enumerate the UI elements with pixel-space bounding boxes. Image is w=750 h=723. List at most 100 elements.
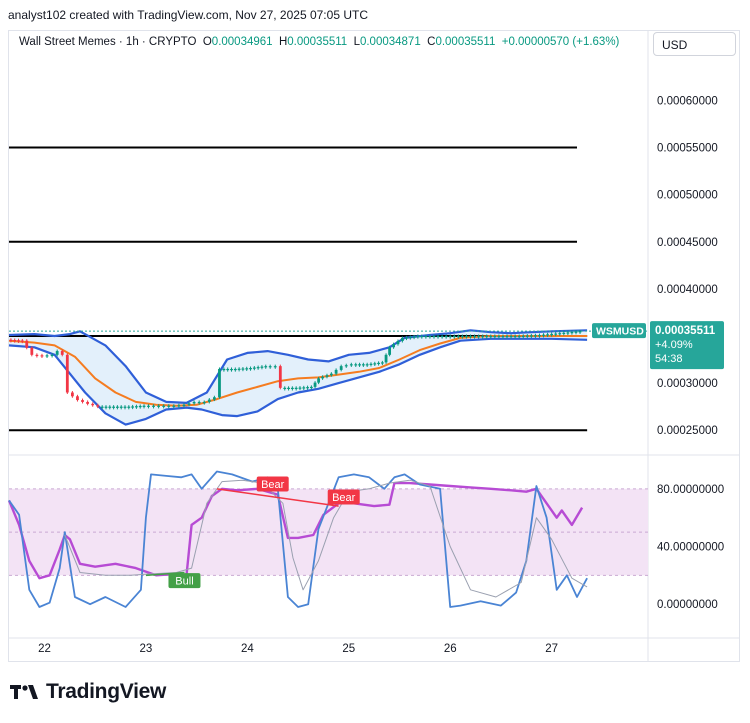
candle-body — [465, 335, 468, 338]
open-value: 0.00034961 — [211, 36, 273, 48]
candle-body — [416, 335, 420, 338]
price-axis-label: 0.00030000 — [657, 378, 718, 390]
candle-body — [207, 399, 211, 402]
high-key: H — [278, 36, 288, 48]
chart-frame — [8, 30, 740, 662]
candle-body — [55, 351, 59, 355]
oscillator-axis-label: 0.00000000 — [657, 599, 718, 611]
bull-label[interactable]: Bull — [168, 573, 201, 589]
candle-body — [40, 355, 44, 357]
low-value: 0.00034871 — [359, 36, 421, 48]
price-tag-value: 0.00035511 — [655, 325, 716, 337]
candle-body — [542, 334, 545, 336]
candle-body — [578, 331, 582, 333]
candle-body — [241, 368, 245, 370]
bear-label[interactable]: Bear — [327, 489, 360, 505]
label-box — [168, 573, 201, 589]
oscillator-axis-label: 80.00000000 — [657, 484, 724, 496]
price-tag-countdown: 54:38 — [655, 353, 683, 365]
candle-body — [517, 335, 521, 338]
candle-body — [50, 354, 54, 357]
candle-body — [306, 387, 309, 389]
bear-label[interactable]: Bear — [256, 476, 289, 492]
label-text: Bear — [261, 479, 285, 491]
candle-body — [172, 405, 176, 407]
candle-body — [96, 405, 100, 407]
bear-divergence-line — [216, 488, 339, 507]
candle-body — [91, 403, 95, 406]
candle-body — [81, 400, 84, 402]
tradingview-logo[interactable]: TradingView — [10, 680, 166, 704]
change-value: +0.00000570 (+1.63%) — [501, 36, 620, 48]
candle-body — [562, 332, 566, 334]
candle-body — [452, 335, 456, 338]
time-axis-label: 25 — [342, 643, 355, 655]
candle-body — [408, 336, 412, 339]
candle-body — [529, 335, 533, 337]
time-axis-label: 22 — [38, 643, 51, 655]
candle-body — [558, 333, 562, 335]
label-text: Bear — [332, 492, 356, 504]
candle-body — [554, 333, 558, 335]
open-key: O — [202, 36, 212, 48]
candle-body — [278, 366, 282, 388]
candle-body — [377, 362, 380, 365]
candle-body — [469, 335, 472, 338]
rsi-line — [7, 481, 584, 580]
candle-body — [344, 365, 348, 367]
ohlc-legend: Wall Street Memes · 1h · CRYPTO O0.00034… — [19, 36, 619, 48]
candle-body — [112, 406, 115, 408]
candle-body — [245, 368, 249, 370]
candle-body — [405, 337, 408, 339]
time-axis-label: 24 — [241, 643, 254, 655]
candle-body — [182, 404, 186, 406]
candle-body — [570, 332, 574, 334]
close-key: C — [427, 36, 436, 48]
candle-body — [497, 335, 501, 338]
candle-body — [317, 378, 321, 383]
candle-body — [509, 335, 513, 338]
candle-body — [538, 335, 541, 337]
time-axis-label: 23 — [140, 643, 153, 655]
candle-body — [440, 335, 444, 338]
candle-body — [392, 344, 395, 348]
candle-body — [127, 406, 131, 408]
candle-body — [546, 334, 549, 336]
candle-body — [521, 335, 525, 337]
candle-body — [329, 373, 333, 376]
candle-body — [192, 401, 196, 404]
candle-body — [218, 368, 221, 398]
candle-body — [294, 387, 298, 390]
candle-body — [233, 368, 237, 371]
candle-body — [60, 351, 64, 355]
label-box — [256, 476, 289, 492]
candle-body — [45, 355, 49, 357]
tradingview-icon — [10, 685, 38, 699]
candle-body — [249, 368, 252, 370]
candle-body — [147, 405, 150, 407]
bollinger-lower-band — [8, 337, 588, 426]
price-axis-label: 0.00050000 — [657, 190, 718, 202]
candle-body — [157, 405, 161, 407]
candle-body — [17, 340, 20, 342]
price-tag-change: +4.09% — [655, 339, 693, 351]
candle-body — [424, 335, 428, 338]
candle-body — [162, 405, 166, 407]
candle-body — [444, 335, 448, 338]
candle-body — [456, 335, 460, 338]
candle-body — [226, 368, 230, 371]
candle-body — [361, 364, 365, 366]
price-tag — [650, 321, 724, 370]
currency-button[interactable]: USD — [653, 32, 736, 56]
candle-body — [525, 335, 529, 337]
candle-body — [534, 335, 537, 337]
candle-body — [119, 406, 123, 408]
price-axis-label: 0.00060000 — [657, 95, 718, 107]
low-key: L — [353, 36, 360, 48]
candle-body — [230, 368, 233, 371]
stoch-k-line — [8, 470, 588, 608]
candle-body — [428, 335, 432, 338]
candle-body — [116, 406, 119, 408]
high-value: 0.00035511 — [287, 36, 348, 48]
